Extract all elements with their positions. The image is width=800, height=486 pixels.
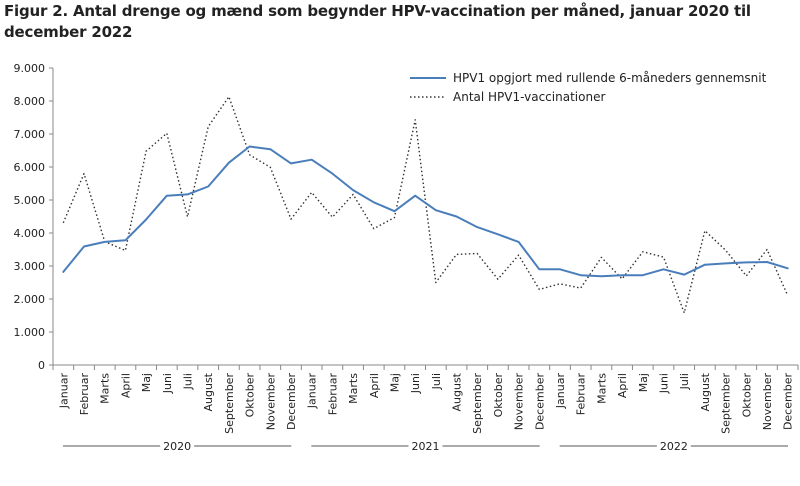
year-groups: 2020 2021 2022 [63,440,788,453]
x-tick-label: August [451,372,464,411]
x-tick-label: November [513,373,526,431]
y-tick-label: 5.000 [14,194,46,207]
x-tick-label: Oktober [492,373,505,418]
axes [49,67,799,370]
x-tick-label: April [119,373,132,398]
x-tick-label: Oktober [740,373,753,418]
x-tick-label: Maj [637,373,650,392]
y-tick-label: 2.000 [14,293,46,306]
y-tick-label: 0 [38,359,45,372]
x-tick-label: Maj [388,373,401,392]
y-tick-label: 7.000 [14,128,46,141]
year-label: 2021 [412,440,440,453]
year-label: 2020 [163,440,191,453]
x-tick-label: Juni [409,373,422,394]
year-label: 2022 [660,440,688,453]
x-tick-label: December [533,373,546,431]
x-tick-label: Februar [575,373,588,416]
chart-title: Figur 2. Antal drenge og mænd som begynd… [4,2,751,41]
y-tick-label: 6.000 [14,161,46,174]
x-tick-label: November [761,373,774,431]
x-tick-label: September [720,373,733,434]
y-tick-label: 1.000 [14,326,46,339]
x-tick-label: September [471,373,484,434]
series-rolling-average-line [62,145,789,278]
y-tick-label: 8.000 [14,95,46,108]
x-tick-label: Januar [554,373,567,410]
x-tick-labels: Januar Februar Marts April Maj Juni Juli August… [57,372,794,433]
y-tick-label: 9.000 [14,62,46,75]
x-tick-label: Maj [140,373,153,392]
x-tick-label: Februar [78,373,91,416]
y-tick-labels: 0 1.000 2.000 3.000 4.000 5.000 6.000 7.000 8.00… [14,62,46,372]
x-tick-label: Januar [306,373,319,410]
x-tick-label: April [616,373,629,398]
x-tick-label: December [782,373,795,431]
x-tick-label: Oktober [244,373,257,418]
x-tick-label: Juli [678,373,691,390]
x-tick-label: Marts [99,373,112,404]
x-tick-label: Juli [182,373,195,390]
x-tick-label: September [223,373,236,434]
x-tick-label: Juni [161,373,174,394]
x-tick-label: April [368,373,381,398]
series-layer [62,95,789,314]
x-tick-label: Marts [595,373,608,404]
y-tick-label: 3.000 [14,260,46,273]
series-vaccinations-line [62,95,789,314]
y-tick-label: 4.000 [14,227,46,240]
legend-label: Antal HPV1-vaccinationer [453,90,605,104]
x-tick-label: Januar [57,373,70,410]
x-tick-label: August [202,372,215,411]
x-tick-label: August [699,372,712,411]
legend-label: HPV1 opgjort med rullende 6-måneders gen… [453,71,767,85]
x-tick-label: December [285,373,298,431]
x-tick-label: Marts [347,373,360,404]
x-tick-label: Juni [657,373,670,394]
x-tick-label: Juli [430,373,443,390]
x-tick-label: November [264,373,277,431]
x-tick-label: Februar [326,373,339,416]
legend: HPV1 opgjort med rullende 6-måneders gen… [410,71,767,104]
